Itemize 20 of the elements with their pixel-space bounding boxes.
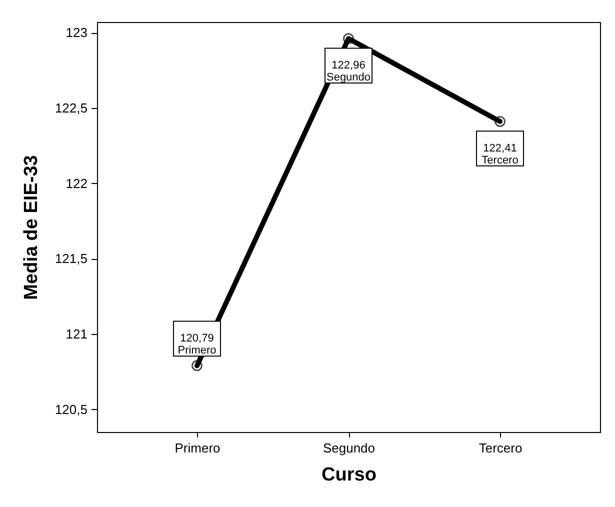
point xyxy=(192,360,202,372)
y-tick-label: 120,5 xyxy=(54,402,88,417)
y-tick-label: 121,5 xyxy=(54,251,88,266)
point xyxy=(343,33,354,44)
x-tick-label: Tercero xyxy=(478,440,522,456)
data-label: 122,41 xyxy=(483,142,517,154)
x-axis-title: Curso xyxy=(322,464,376,486)
category-label: Tercero xyxy=(482,154,518,166)
y-tick-label: 121 xyxy=(66,326,88,342)
data-label: 122,96 xyxy=(332,60,366,72)
point xyxy=(494,116,506,127)
x-tick-label: Primero xyxy=(174,440,220,456)
x-tick-label: Segundo xyxy=(322,440,376,456)
y-tick-label: 122,5 xyxy=(54,100,88,116)
category-label: Segundo xyxy=(326,72,371,84)
y-tick-label: 123 xyxy=(66,25,88,40)
category-label: Primero xyxy=(178,344,216,357)
y-tick-label: 122 xyxy=(66,176,88,191)
data-label: 120,79 xyxy=(180,332,214,345)
y-axis-title: Media de EIE-33 xyxy=(20,155,42,300)
